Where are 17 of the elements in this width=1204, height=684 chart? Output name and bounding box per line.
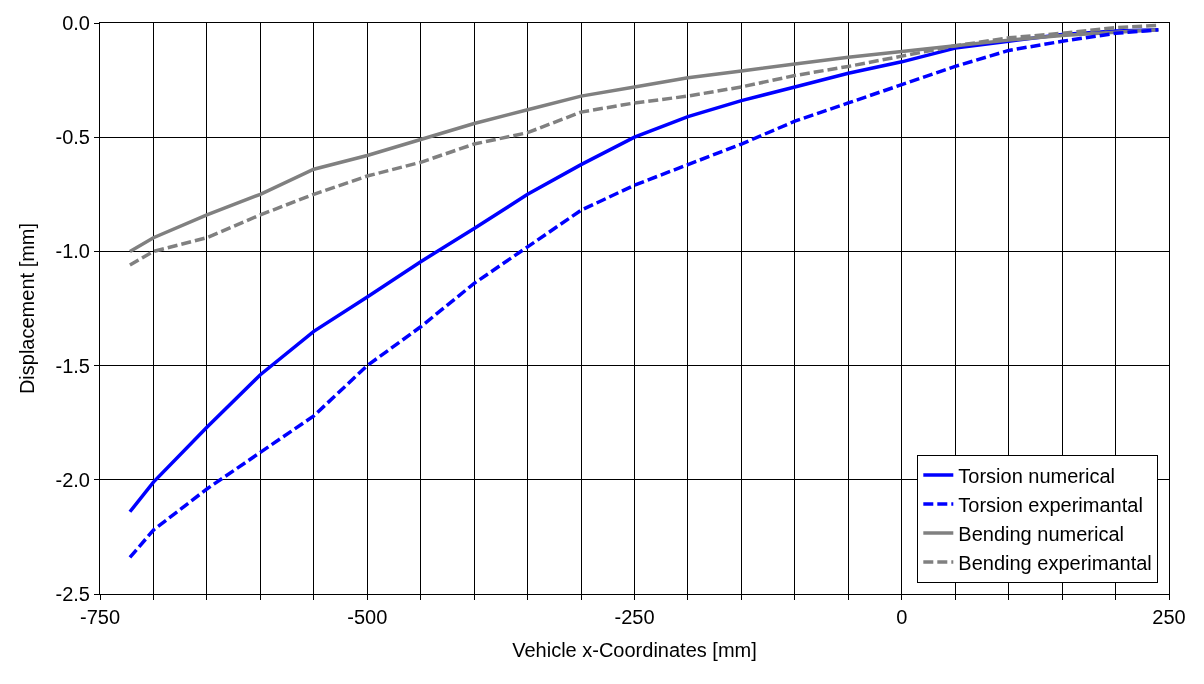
y-tick-label: -0.5 [55,126,90,149]
y-tick-label: -1.5 [55,354,90,377]
x-tick-label: -250 [614,606,655,628]
x-tick-label: 0 [896,606,908,628]
x-axis-title: Vehicle x-Coordinates [mm] [512,638,757,661]
y-axis-title: Displacement [mm] [16,222,39,395]
x-tick-label: 250 [1152,606,1186,628]
y-tick-label: -2.5 [55,583,90,605]
legend-label: Bending numerical [958,522,1124,545]
legend-label: Torsion numerical [958,464,1116,487]
y-tick-label: -1.0 [55,240,90,263]
y-tick-label: -2.0 [55,468,90,491]
x-tick-label: -500 [347,606,388,628]
y-tick-label: 0.0 [62,12,90,34]
legend-label: Bending experimantal [958,551,1152,574]
x-tick-label: -750 [79,606,121,628]
legend-label: Torsion experimantal [958,493,1143,516]
